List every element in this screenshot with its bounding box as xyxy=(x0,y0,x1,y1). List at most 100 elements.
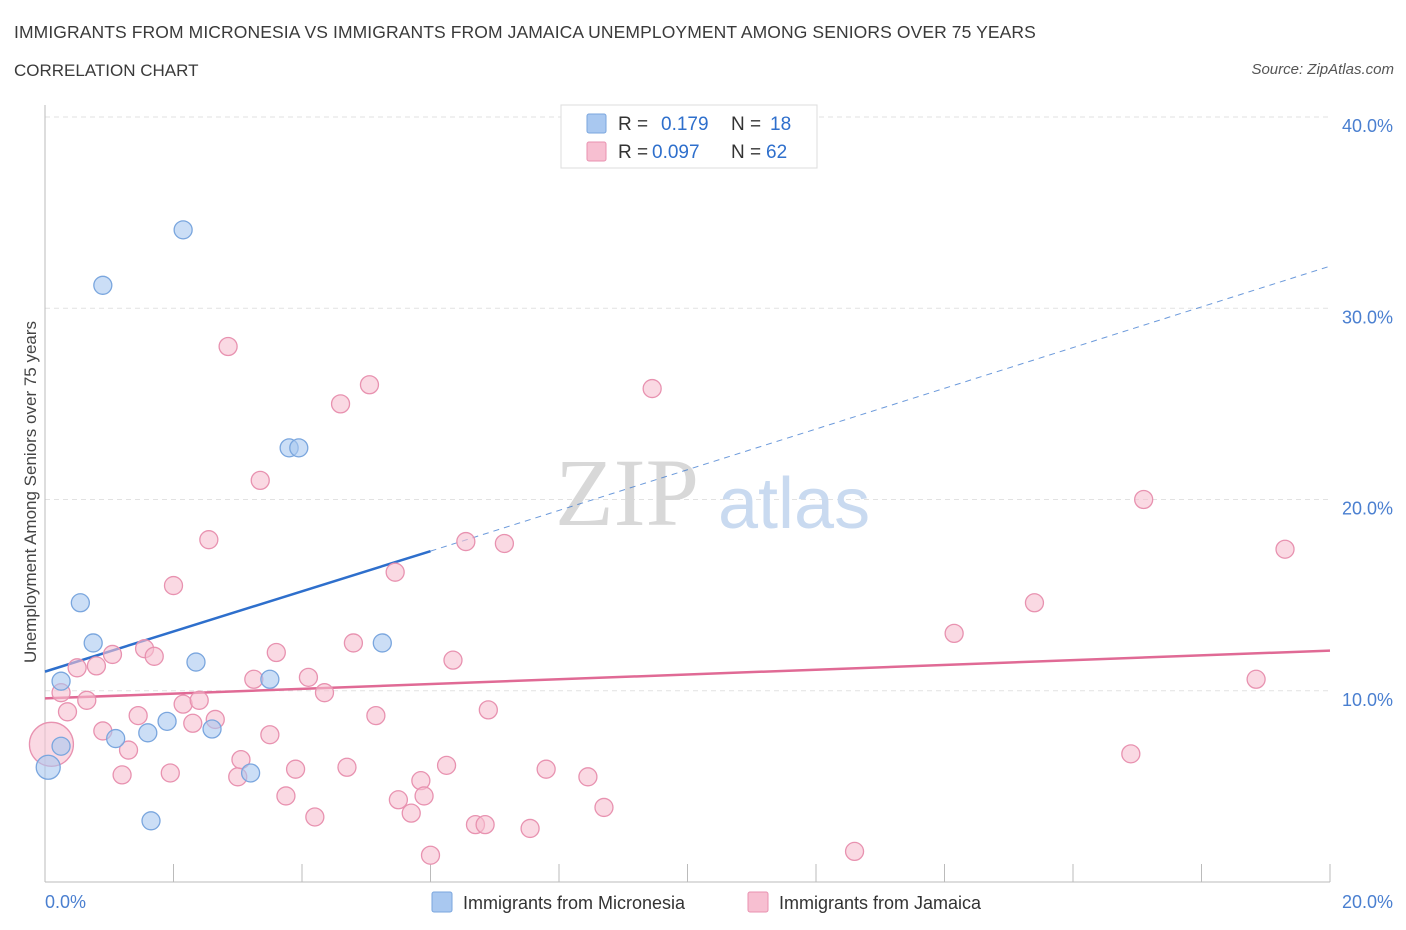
point-jamaica xyxy=(266,642,286,663)
x-tick-label: 20.0% xyxy=(1342,892,1393,912)
point-jamaica xyxy=(285,759,306,779)
source-label: Source: ZipAtlas.com xyxy=(1251,61,1394,78)
point-jamaica xyxy=(144,646,164,666)
legend-swatch-micronesia xyxy=(586,113,607,134)
chart-subtitle: CORRELATION CHART xyxy=(14,61,199,80)
point-jamaica xyxy=(250,470,270,491)
point-jamaica xyxy=(475,814,495,835)
chart-title: IMMIGRANTS FROM MICRONESIA VS IMMIGRANTS… xyxy=(14,22,1036,42)
point-micronesia xyxy=(372,633,392,653)
point-jamaica xyxy=(414,786,434,806)
y-tick-label: 20.0% xyxy=(1342,499,1393,519)
legend-r-label: R = xyxy=(618,142,648,163)
bottom-legend: Immigrants from Micronesia Immigrants fr… xyxy=(431,891,982,913)
point-micronesia xyxy=(202,719,222,739)
axes xyxy=(44,105,1331,883)
legend-n-value: 62 xyxy=(766,142,787,163)
point-jamaica xyxy=(359,375,380,395)
tick-labels: 10.0% 20.0% 30.0% 40.0% 0.0% 20.0% xyxy=(45,116,1393,912)
point-micronesia xyxy=(83,633,103,653)
point-jamaica xyxy=(944,623,964,644)
watermark: ZIP atlas xyxy=(555,439,870,546)
point-jamaica xyxy=(112,765,132,785)
point-jamaica xyxy=(844,841,865,862)
trend-line-micronesia-extension xyxy=(430,265,1331,552)
point-jamaica xyxy=(594,797,614,818)
bottom-legend-swatch-micronesia xyxy=(431,891,453,913)
point-micronesia xyxy=(51,671,71,691)
bottom-legend-swatch-jamaica xyxy=(747,891,769,913)
point-jamaica xyxy=(343,633,364,653)
y-axis-label: Unemployment Among Seniors over 75 years xyxy=(21,321,40,663)
point-micronesia xyxy=(186,652,206,672)
legend-n-label: N = xyxy=(731,142,761,163)
point-jamaica xyxy=(183,713,203,733)
point-micronesia xyxy=(93,275,113,295)
watermark-zip: ZIP xyxy=(555,439,699,546)
y-tick-label: 10.0% xyxy=(1342,690,1393,710)
point-micronesia xyxy=(173,220,193,240)
trend-line-micronesia xyxy=(44,549,431,673)
point-jamaica xyxy=(160,763,180,783)
point-jamaica xyxy=(305,807,325,827)
legend-n-value: 18 xyxy=(770,114,791,135)
data-points xyxy=(28,220,1295,865)
point-jamaica xyxy=(578,767,598,787)
point-jamaica xyxy=(420,845,441,865)
point-jamaica xyxy=(385,562,405,582)
point-micronesia xyxy=(157,711,177,731)
point-jamaica xyxy=(478,700,498,720)
bottom-legend-label-jamaica: Immigrants from Jamaica xyxy=(779,893,982,913)
point-jamaica xyxy=(401,803,421,823)
point-micronesia xyxy=(260,669,280,689)
point-jamaica xyxy=(118,740,139,760)
point-micronesia xyxy=(35,754,61,780)
point-jamaica xyxy=(443,650,463,670)
point-micronesia xyxy=(240,763,261,783)
point-jamaica xyxy=(86,656,107,676)
point-jamaica xyxy=(366,705,386,726)
point-jamaica xyxy=(218,336,238,357)
point-micronesia xyxy=(106,728,126,749)
legend-r-label: R = xyxy=(618,114,648,135)
point-jamaica xyxy=(314,683,335,703)
point-jamaica xyxy=(298,667,319,688)
x-tick-label: 0.0% xyxy=(45,892,86,912)
legend-r-value: 0.179 xyxy=(661,114,709,135)
bottom-legend-label-micronesia: Immigrants from Micronesia xyxy=(463,893,686,913)
point-jamaica xyxy=(102,644,123,665)
point-jamaica xyxy=(163,575,184,596)
point-jamaica xyxy=(436,755,457,775)
point-jamaica xyxy=(128,705,148,726)
point-jamaica xyxy=(189,690,209,710)
point-jamaica xyxy=(276,786,296,806)
point-jamaica xyxy=(1024,593,1045,613)
point-jamaica xyxy=(173,694,193,714)
point-jamaica xyxy=(330,394,351,414)
point-micronesia xyxy=(289,438,309,458)
point-jamaica xyxy=(520,818,540,839)
legend-n-label: N = xyxy=(731,114,761,135)
legend-r-value: 0.097 xyxy=(652,142,700,163)
grid-lines xyxy=(45,116,1330,692)
point-jamaica xyxy=(67,658,87,678)
point-jamaica xyxy=(494,533,515,554)
point-jamaica xyxy=(1134,489,1154,510)
point-jamaica xyxy=(642,378,662,399)
point-jamaica xyxy=(57,702,78,722)
point-micronesia xyxy=(51,736,71,756)
legend-swatch-jamaica xyxy=(586,141,607,162)
point-jamaica xyxy=(1121,744,1141,764)
point-jamaica xyxy=(77,690,97,710)
point-jamaica xyxy=(244,669,264,689)
y-tick-label: 30.0% xyxy=(1342,307,1393,327)
point-jamaica xyxy=(456,531,476,552)
point-jamaica xyxy=(1275,539,1295,559)
watermark-atlas: atlas xyxy=(718,464,870,544)
point-jamaica xyxy=(536,759,556,779)
trend-line-jamaica xyxy=(44,649,1331,700)
point-jamaica xyxy=(260,725,280,745)
y-tick-label: 40.0% xyxy=(1342,116,1393,136)
point-jamaica xyxy=(337,757,357,777)
